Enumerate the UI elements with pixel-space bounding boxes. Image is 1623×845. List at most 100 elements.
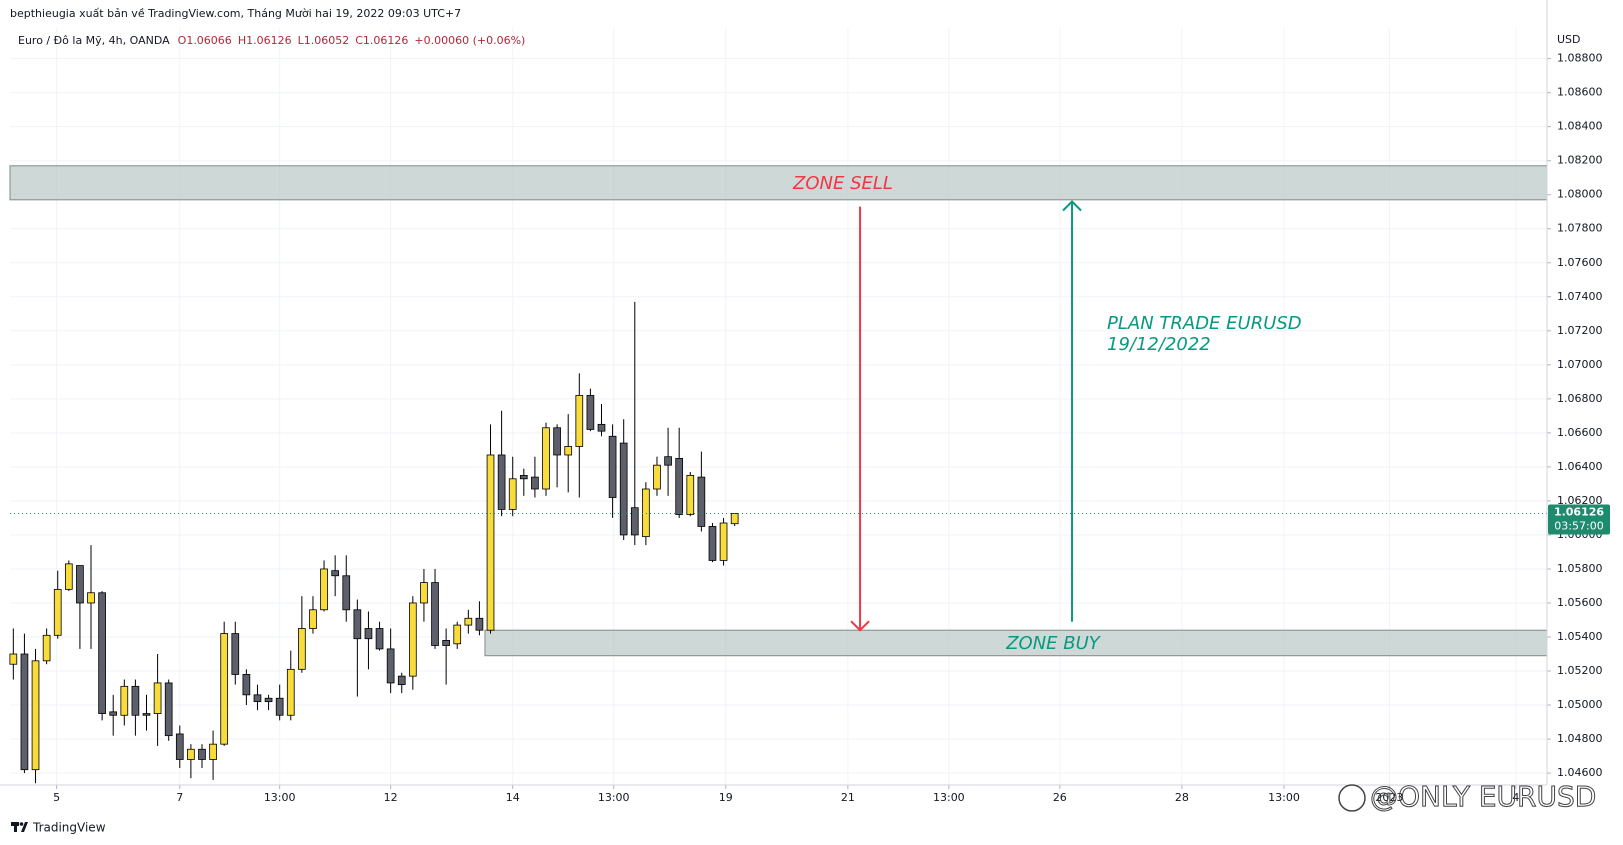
candle-body bbox=[531, 476, 539, 490]
y-tick-label: 1.06800 bbox=[1557, 392, 1603, 405]
candle-body bbox=[730, 513, 739, 525]
candle-body bbox=[9, 653, 18, 665]
watermark: @ONLY EURUSD bbox=[1370, 780, 1596, 813]
candle-body bbox=[64, 563, 73, 590]
countdown-label: 03:57:00 bbox=[1554, 520, 1603, 533]
currency-label: USD bbox=[1557, 33, 1581, 46]
candle-body bbox=[342, 575, 351, 611]
x-tick-label: 12 bbox=[384, 791, 398, 804]
candle-body bbox=[253, 694, 262, 703]
ohlc-value: H1.06126 bbox=[238, 34, 292, 47]
candle-body bbox=[708, 526, 717, 561]
candle-body bbox=[275, 697, 284, 716]
arrow-head bbox=[1062, 200, 1082, 212]
candle-body bbox=[697, 476, 706, 527]
plan-note: PLAN TRADE EURUSD bbox=[1107, 313, 1302, 334]
candle-body bbox=[586, 395, 595, 430]
x-tick-label: 13:00 bbox=[933, 791, 965, 804]
y-tick-label: 1.05400 bbox=[1557, 630, 1603, 643]
candle-body bbox=[375, 628, 384, 650]
candle-body bbox=[553, 427, 561, 456]
candle-body bbox=[209, 743, 217, 760]
candle-body bbox=[53, 588, 62, 636]
ohlc-value: O1.06066 bbox=[178, 34, 232, 47]
candle-body bbox=[619, 442, 628, 536]
y-tick-label: 1.07600 bbox=[1557, 256, 1603, 269]
x-tick-label: 13:00 bbox=[264, 791, 296, 804]
logo-shape bbox=[19, 822, 24, 826]
ohlc-value: +0.00060 (+0.06%) bbox=[414, 34, 525, 47]
y-tick-label: 1.04600 bbox=[1557, 766, 1603, 779]
candle-body bbox=[264, 697, 273, 703]
candle-body bbox=[575, 395, 584, 447]
candle-body bbox=[20, 653, 29, 771]
candle-body bbox=[397, 675, 406, 686]
candle-body bbox=[109, 711, 118, 716]
y-tick-label: 1.07800 bbox=[1557, 222, 1603, 235]
zone bbox=[9, 165, 1548, 201]
x-tick-label: 5 bbox=[53, 791, 60, 804]
candle-body bbox=[98, 592, 106, 714]
candle-body bbox=[242, 674, 251, 696]
candle-body bbox=[87, 592, 95, 604]
y-tick-label: 1.07400 bbox=[1557, 290, 1603, 303]
y-tick-label: 1.07200 bbox=[1557, 324, 1603, 337]
candle-body bbox=[198, 748, 206, 760]
y-tick-label: 1.08600 bbox=[1557, 86, 1603, 99]
candle-body bbox=[286, 668, 295, 716]
x-tick-label: 28 bbox=[1175, 791, 1189, 804]
candle-body bbox=[431, 582, 439, 646]
candle-body bbox=[519, 474, 528, 480]
candle-body bbox=[675, 457, 684, 515]
y-tick-label: 1.08200 bbox=[1557, 154, 1603, 167]
candle-body bbox=[220, 633, 229, 745]
candle-body bbox=[442, 640, 450, 646]
x-tick-label: 13:00 bbox=[598, 791, 630, 804]
candle-body bbox=[642, 488, 650, 538]
candle-body bbox=[187, 748, 195, 760]
y-tick-label: 1.05200 bbox=[1557, 664, 1603, 677]
ohlc-value: L1.06052 bbox=[298, 34, 350, 47]
watermark-icon bbox=[1338, 784, 1366, 812]
candle-body bbox=[353, 609, 362, 640]
candle-body bbox=[120, 685, 129, 716]
y-tick-label: 1.06200 bbox=[1557, 494, 1603, 507]
last-price-badge bbox=[1548, 504, 1610, 535]
attribution: bepthieugia xuất bản về TradingView.com,… bbox=[10, 7, 461, 20]
candle-body bbox=[309, 609, 317, 629]
candle-body bbox=[231, 633, 240, 675]
arrow-head bbox=[850, 620, 870, 632]
x-tick-label: 14 bbox=[506, 791, 520, 804]
y-tick-label: 1.08000 bbox=[1557, 188, 1603, 201]
y-tick-label: 1.08800 bbox=[1557, 52, 1603, 65]
candle-body bbox=[331, 570, 339, 577]
logo-shape bbox=[14, 822, 17, 832]
candle-body bbox=[597, 423, 606, 432]
x-tick-label: 2023 bbox=[1375, 791, 1403, 804]
candle-body bbox=[630, 507, 639, 536]
candle-body bbox=[320, 568, 328, 611]
candle-body bbox=[453, 624, 462, 645]
candle-body bbox=[542, 427, 550, 490]
candle-body bbox=[608, 435, 617, 498]
x-tick-label: 4 bbox=[1512, 791, 1519, 804]
y-tick-label: 1.06600 bbox=[1557, 426, 1603, 439]
y-tick-label: 1.05800 bbox=[1557, 562, 1603, 575]
candle-body bbox=[386, 648, 395, 684]
candle-body bbox=[175, 733, 184, 760]
candle-body bbox=[475, 617, 484, 631]
y-tick-label: 1.05600 bbox=[1557, 596, 1603, 609]
zone-label: ZONE SELL bbox=[792, 173, 893, 194]
candle-body bbox=[142, 713, 151, 716]
branding: TradingView bbox=[32, 821, 106, 835]
x-tick-label: 19 bbox=[719, 791, 733, 804]
candle-body bbox=[508, 478, 517, 510]
symbol: Euro / Đô la Mỹ, 4h, OANDA bbox=[18, 34, 170, 47]
annotations: ZONE SELL ZONE BUY PLAN TRADE EURUSD19/12/… bbox=[10, 173, 1547, 654]
candle-body bbox=[76, 565, 84, 604]
candle-body bbox=[31, 660, 40, 771]
candle-body bbox=[364, 628, 373, 640]
